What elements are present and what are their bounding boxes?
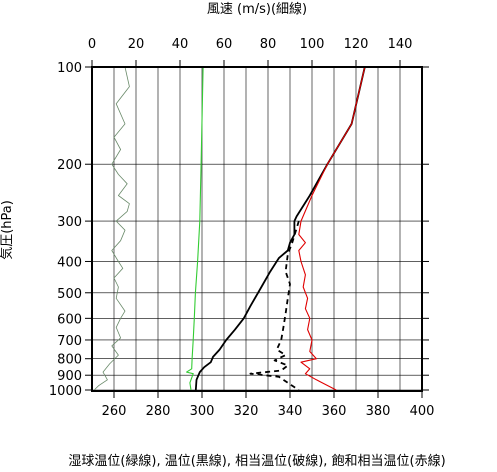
pressure-tick-label: 200 xyxy=(57,158,82,173)
top-tick-label: 140 xyxy=(388,37,413,52)
axis-ticks xyxy=(85,60,429,398)
bottom-tick-label: 300 xyxy=(190,404,215,419)
pressure-tick-label: 1000 xyxy=(49,384,82,399)
top-tick-label: 80 xyxy=(260,37,277,52)
pressure-tick-label: 900 xyxy=(57,369,82,384)
top-tick-label: 40 xyxy=(172,37,189,52)
pressure-tick-label: 300 xyxy=(57,215,82,230)
bottom-axis-title: 湿球温位(緑線), 温位(黒線), 相当温位(破線), 飽和相当温位(赤線) xyxy=(68,453,445,469)
bottom-tick-label: 280 xyxy=(146,404,171,419)
wet-bulb-potential-temp-line xyxy=(186,66,204,391)
pressure-tick-label: 500 xyxy=(57,287,82,302)
plot-frame xyxy=(91,66,423,392)
bottom-tick-label: 380 xyxy=(366,404,391,419)
top-tick-label: 20 xyxy=(128,37,145,52)
top-tick-label: 120 xyxy=(344,37,369,52)
wind-speed-line xyxy=(93,66,130,391)
grid-lines xyxy=(92,66,422,391)
top-tick-label: 0 xyxy=(88,37,96,52)
top-tick-label: 60 xyxy=(216,37,233,52)
bottom-tick-label: 360 xyxy=(322,404,347,419)
pressure-tick-label: 600 xyxy=(57,312,82,327)
saturated-equivalent-potential-temp-line xyxy=(298,66,366,391)
top-tick-label: 100 xyxy=(300,37,325,52)
potential-temp-line xyxy=(194,66,366,391)
pressure-tick-label: 700 xyxy=(57,334,82,349)
bottom-tick-label: 320 xyxy=(234,404,259,419)
bottom-tick-label: 400 xyxy=(410,404,435,419)
data-series xyxy=(93,66,366,391)
y-axis-title: 気圧(hPa) xyxy=(0,200,15,260)
bottom-tick-label: 340 xyxy=(278,404,303,419)
equivalent-potential-temp-line xyxy=(249,220,300,391)
pressure-tick-label: 800 xyxy=(57,353,82,368)
pressure-tick-label: 400 xyxy=(57,255,82,270)
bottom-tick-label: 260 xyxy=(102,404,127,419)
top-axis-title: 風速 (m/s)(細線) xyxy=(207,1,307,17)
pressure-tick-label: 100 xyxy=(57,61,82,76)
